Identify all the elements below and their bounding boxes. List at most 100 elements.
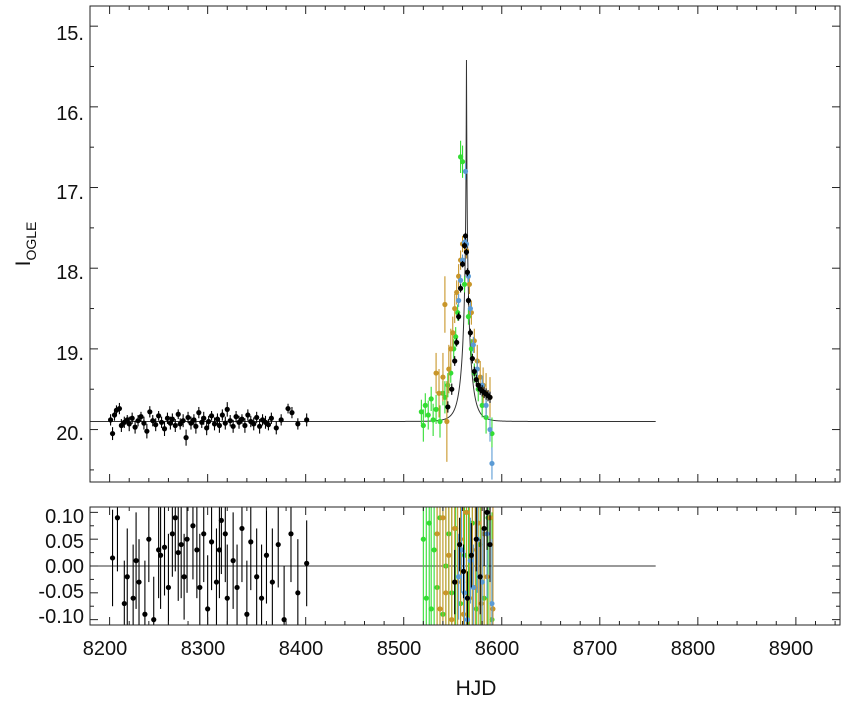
- x-tick-label: 8300: [181, 638, 226, 660]
- data-marker: [230, 423, 236, 429]
- data-marker: [423, 595, 429, 601]
- data-point: [254, 411, 260, 424]
- data-marker: [167, 420, 173, 426]
- data-marker: [180, 418, 186, 424]
- residual-point: [295, 539, 301, 625]
- data-marker: [196, 410, 202, 416]
- data-point: [445, 401, 451, 413]
- data-point: [457, 274, 464, 286]
- data-marker: [444, 418, 450, 425]
- data-point: [211, 417, 218, 431]
- residual-point: [136, 539, 142, 625]
- residual-point: [109, 509, 116, 607]
- residual-point: [142, 560, 148, 625]
- residual-point: [468, 523, 474, 588]
- data-marker: [453, 334, 459, 340]
- data-marker: [473, 376, 479, 383]
- residual-point: [184, 507, 190, 593]
- y-tick-label-main: 16.: [56, 103, 84, 125]
- data-marker: [109, 555, 116, 561]
- data-marker: [269, 579, 275, 585]
- data-marker: [478, 600, 484, 607]
- data-marker: [146, 536, 152, 542]
- data-marker: [161, 544, 168, 550]
- data-point: [425, 400, 431, 430]
- data-marker: [121, 600, 127, 607]
- residual-point: [146, 507, 152, 583]
- residual-point: [473, 507, 479, 572]
- residual-point: [269, 528, 275, 625]
- data-point: [479, 393, 485, 418]
- y-tick-label-main: 19.: [56, 343, 84, 365]
- data-point: [489, 447, 495, 480]
- residual-point: [205, 555, 211, 625]
- data-marker: [114, 515, 121, 521]
- data-point: [457, 140, 464, 174]
- data-marker: [275, 541, 281, 548]
- data-marker: [197, 584, 203, 591]
- model-curve-layer: [90, 60, 656, 422]
- data-point: [470, 336, 476, 353]
- data-point: [461, 242, 468, 249]
- data-marker: [304, 417, 310, 423]
- data-marker: [124, 417, 130, 423]
- residual-point: [275, 507, 281, 588]
- data-marker: [175, 549, 181, 556]
- residual-point: [434, 507, 440, 625]
- data-point: [150, 415, 156, 427]
- data-marker: [450, 330, 456, 336]
- residual-point: [420, 507, 426, 625]
- data-marker: [138, 414, 144, 420]
- data-marker: [457, 154, 464, 160]
- data-marker: [468, 346, 474, 352]
- data-marker: [227, 418, 233, 424]
- data-point: [116, 402, 123, 415]
- data-marker: [470, 584, 476, 591]
- data-marker: [216, 547, 223, 553]
- y-tick-label-residual: -0.05: [38, 581, 84, 603]
- data-point: [193, 419, 199, 434]
- data-marker: [213, 579, 220, 585]
- data-point: [430, 403, 436, 437]
- data-marker: [456, 297, 462, 304]
- data-marker: [433, 406, 439, 412]
- residual-point: [161, 507, 168, 596]
- data-marker: [295, 421, 301, 427]
- residual-point: [216, 507, 223, 599]
- data-marker: [443, 590, 449, 596]
- y-tick-label-main: 15.: [56, 23, 84, 45]
- data-marker: [477, 574, 483, 580]
- data-point: [164, 412, 171, 424]
- data-marker: [466, 281, 473, 287]
- data-marker: [153, 422, 159, 428]
- data-marker: [420, 536, 426, 542]
- residual-point: [452, 549, 458, 615]
- data-point: [467, 328, 473, 337]
- data-marker: [219, 412, 225, 418]
- data-point: [448, 328, 454, 370]
- residual-point: [464, 571, 471, 625]
- data-point: [216, 418, 223, 433]
- data-marker: [445, 404, 451, 410]
- residual-point: [431, 507, 437, 625]
- data-marker: [456, 314, 462, 320]
- data-marker: [449, 386, 455, 392]
- data-marker: [130, 595, 136, 601]
- data-point: [456, 264, 462, 289]
- data-marker: [224, 406, 230, 412]
- data-point: [454, 338, 460, 347]
- data-marker: [141, 420, 147, 426]
- data-point: [265, 419, 272, 431]
- residual-point: [181, 533, 187, 620]
- data-point: [169, 413, 175, 425]
- data-marker: [483, 402, 489, 408]
- data-point: [464, 268, 471, 277]
- data-marker: [289, 410, 295, 416]
- data-marker: [459, 159, 466, 165]
- residual-point: [218, 507, 224, 575]
- data-marker: [265, 422, 272, 428]
- data-marker: [489, 460, 495, 467]
- data-marker: [107, 417, 114, 423]
- data-marker: [211, 421, 218, 427]
- data-marker: [431, 547, 437, 553]
